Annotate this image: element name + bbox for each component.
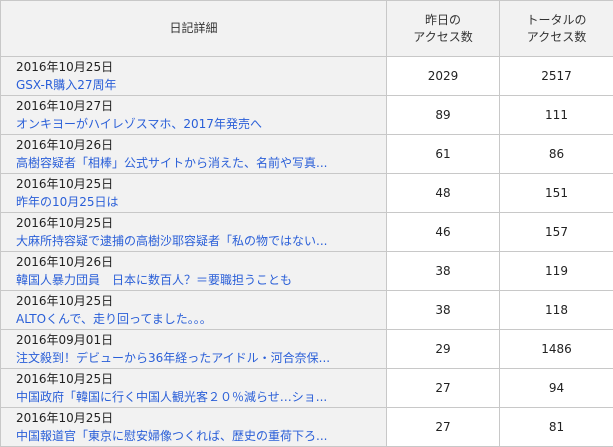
diary-detail-cell: 2016年10月25日 中国報道官「東京に慰安婦像つくれば、歴史の重荷下ろ... (1, 408, 387, 447)
column-header-label: アクセス数 (527, 30, 586, 44)
total-access-count: 111 (500, 96, 613, 135)
diary-date: 2016年10月25日 (16, 409, 386, 427)
total-access-count: 151 (500, 174, 613, 213)
yesterday-access-count: 29 (387, 330, 500, 369)
column-header-label: アクセス数 (413, 30, 472, 44)
diary-date: 2016年10月25日 (16, 292, 386, 310)
table-row: 2016年10月25日 中国政府「韓国に行く中国人観光客２０％減らせ…ショ...… (1, 369, 613, 408)
table-row: 2016年09月01日 注文殺到！デビューから36年経ったアイドル・河合奈保..… (1, 330, 613, 369)
diary-date: 2016年10月25日 (16, 214, 386, 232)
diary-date: 2016年10月26日 (16, 253, 386, 271)
table-row: 2016年10月25日 昨年の10月25日は 48 151 (1, 174, 613, 213)
column-header-label: トータルの (526, 13, 586, 27)
total-access-count: 157 (500, 213, 613, 252)
diary-title-link[interactable]: 韓国人暴力団員 日本に数百人？＝要職担うことも (16, 271, 378, 289)
diary-detail-cell: 2016年10月26日 韓国人暴力団員 日本に数百人？＝要職担うことも (1, 252, 387, 291)
total-access-count: 94 (500, 369, 613, 408)
yesterday-access-count: 61 (387, 135, 500, 174)
diary-title-link[interactable]: 中国政府「韓国に行く中国人観光客２０％減らせ…ショ... (16, 388, 378, 406)
yesterday-access-count: 89 (387, 96, 500, 135)
diary-detail-cell: 2016年10月25日 昨年の10月25日は (1, 174, 387, 213)
diary-date: 2016年10月25日 (16, 175, 386, 193)
column-header-detail: 日記詳細 (1, 1, 387, 57)
total-access-count: 86 (500, 135, 613, 174)
table-header-row: 日記詳細 昨日のアクセス数 トータルのアクセス数 (1, 1, 613, 57)
yesterday-access-count: 2029 (387, 57, 500, 96)
diary-title-link[interactable]: 昨年の10月25日は (16, 193, 378, 211)
column-header-total: トータルのアクセス数 (500, 1, 613, 57)
table-row: 2016年10月27日 オンキヨーがハイレゾスマホ、2017年発売へ 89 11… (1, 96, 613, 135)
diary-detail-cell: 2016年10月27日 オンキヨーがハイレゾスマホ、2017年発売へ (1, 96, 387, 135)
total-access-count: 2517 (500, 57, 613, 96)
diary-detail-cell: 2016年10月25日 中国政府「韓国に行く中国人観光客２０％減らせ…ショ... (1, 369, 387, 408)
diary-detail-cell: 2016年09月01日 注文殺到！デビューから36年経ったアイドル・河合奈保..… (1, 330, 387, 369)
column-header-label: 日記詳細 (169, 21, 217, 35)
diary-title-link[interactable]: 高樹容疑者「相棒」公式サイトから消えた、名前や写真... (16, 154, 378, 172)
diary-date: 2016年10月25日 (16, 58, 386, 76)
diary-title-link[interactable]: ALTOくんで、走り回ってました。。。 (16, 310, 378, 328)
diary-date: 2016年10月27日 (16, 97, 386, 115)
table-row: 2016年10月25日 ALTOくんで、走り回ってました。。。 38 118 (1, 291, 613, 330)
diary-title-link[interactable]: 注文殺到！デビューから36年経ったアイドル・河合奈保... (16, 349, 378, 367)
diary-date: 2016年10月26日 (16, 136, 386, 154)
diary-date: 2016年10月25日 (16, 370, 386, 388)
yesterday-access-count: 27 (387, 369, 500, 408)
diary-title-link[interactable]: 中国報道官「東京に慰安婦像つくれば、歴史の重荷下ろ... (16, 427, 378, 445)
diary-detail-cell: 2016年10月26日 高樹容疑者「相棒」公式サイトから消えた、名前や写真... (1, 135, 387, 174)
table-row: 2016年10月25日 中国報道官「東京に慰安婦像つくれば、歴史の重荷下ろ...… (1, 408, 613, 447)
diary-title-link[interactable]: 大麻所持容疑で逮捕の高樹沙耶容疑者「私の物ではない... (16, 232, 378, 250)
table-row: 2016年10月25日 GSX-R購入27周年 2029 2517 (1, 57, 613, 96)
yesterday-access-count: 38 (387, 252, 500, 291)
total-access-count: 118 (500, 291, 613, 330)
yesterday-access-count: 48 (387, 174, 500, 213)
diary-detail-cell: 2016年10月25日 GSX-R購入27周年 (1, 57, 387, 96)
diary-title-link[interactable]: オンキヨーがハイレゾスマホ、2017年発売へ (16, 115, 378, 133)
table-row: 2016年10月25日 大麻所持容疑で逮捕の高樹沙耶容疑者「私の物ではない...… (1, 213, 613, 252)
total-access-count: 1486 (500, 330, 613, 369)
table-row: 2016年10月26日 高樹容疑者「相棒」公式サイトから消えた、名前や写真...… (1, 135, 613, 174)
diary-detail-cell: 2016年10月25日 ALTOくんで、走り回ってました。。。 (1, 291, 387, 330)
yesterday-access-count: 27 (387, 408, 500, 447)
diary-date: 2016年09月01日 (16, 331, 386, 349)
diary-title-link[interactable]: GSX-R購入27周年 (16, 76, 378, 94)
diary-detail-cell: 2016年10月25日 大麻所持容疑で逮捕の高樹沙耶容疑者「私の物ではない... (1, 213, 387, 252)
total-access-count: 119 (500, 252, 613, 291)
column-header-label: 昨日の (425, 13, 461, 27)
column-header-yesterday: 昨日のアクセス数 (387, 1, 500, 57)
yesterday-access-count: 38 (387, 291, 500, 330)
total-access-count: 81 (500, 408, 613, 447)
table-row: 2016年10月26日 韓国人暴力団員 日本に数百人？＝要職担うことも 38 1… (1, 252, 613, 291)
yesterday-access-count: 46 (387, 213, 500, 252)
